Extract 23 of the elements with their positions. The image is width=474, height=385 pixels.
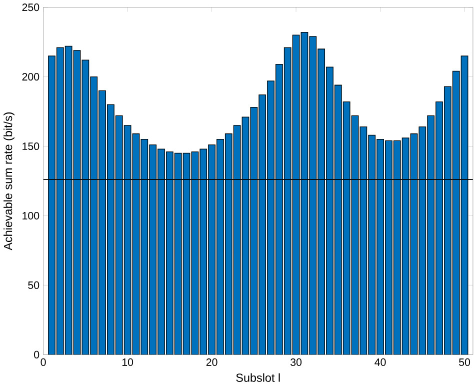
y-tick-label: 200 <box>22 72 40 80</box>
x-tick-label: 50 <box>459 358 470 366</box>
bar <box>158 148 165 354</box>
y-tick-label: 250 <box>22 3 40 11</box>
x-tick-label: 30 <box>290 358 302 366</box>
bar <box>216 138 224 354</box>
bar <box>267 80 274 354</box>
x-tick-label: 10 <box>122 358 134 366</box>
bar <box>48 55 56 354</box>
y-axis-title: Achievable sum rate (bit/s) <box>4 112 14 250</box>
bar <box>436 101 443 354</box>
bar <box>98 90 106 354</box>
x-tick-label: 20 <box>206 358 218 366</box>
y-tick-label: 150 <box>22 142 40 150</box>
y-tick-label: 100 <box>22 212 40 220</box>
bar <box>326 66 334 354</box>
x-tick-label: 40 <box>374 358 386 366</box>
y-tick-label: 0 <box>34 350 40 358</box>
x-tick-label: 0 <box>40 358 46 366</box>
bar <box>208 144 216 354</box>
y-tick-label: 50 <box>28 281 40 289</box>
bar <box>376 138 384 354</box>
x-axis-title: Subslot l <box>236 373 280 382</box>
